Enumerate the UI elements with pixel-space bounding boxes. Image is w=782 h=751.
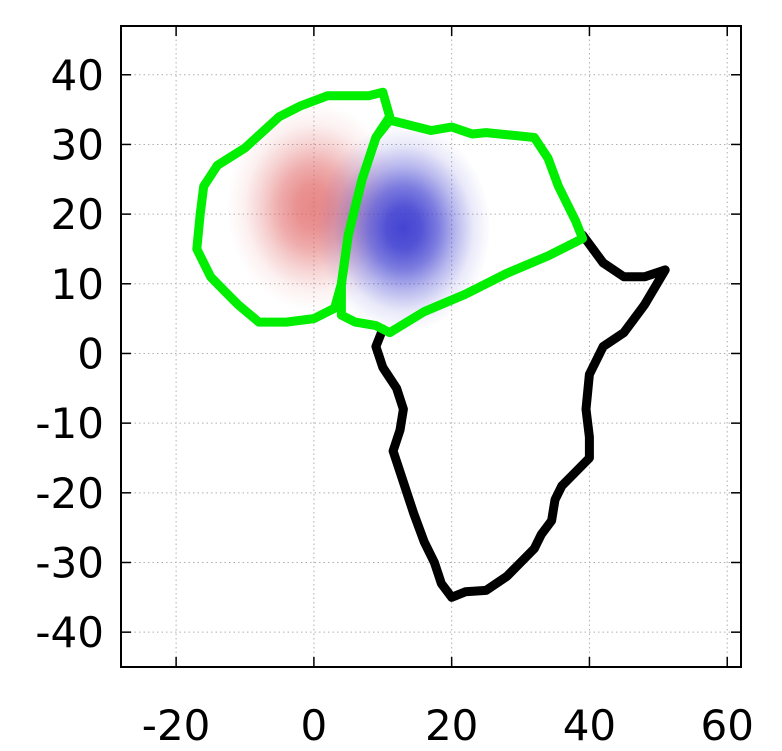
x-tick-label: 0 (301, 701, 328, 750)
plot-background (121, 26, 741, 667)
outlines (371, 230, 670, 602)
y-tick-label: -10 (35, 399, 104, 448)
y-tick-label: -40 (35, 608, 104, 657)
x-tick-label: -20 (142, 701, 211, 750)
plot-frame (120, 25, 742, 668)
x-tick-labels: -20 0 20 40 60 (142, 701, 754, 750)
x-tick-label: 20 (425, 701, 478, 750)
grid (121, 26, 741, 667)
x-tick-label: 40 (563, 701, 616, 750)
ticks (121, 26, 741, 667)
regions (192, 87, 588, 338)
y-tick-label: -30 (35, 538, 104, 587)
region-outline-east (336, 115, 588, 338)
y-tick-labels: 40 30 20 10 0 -10 -20 -30 -40 (35, 51, 104, 657)
y-tick-label: 0 (77, 329, 104, 378)
y-tick-label: 40 (51, 51, 104, 100)
y-tick-label: -20 (35, 469, 104, 518)
x-tick-label: 60 (700, 701, 753, 750)
y-tick-label: 30 (51, 120, 104, 169)
y-tick-label: 20 (51, 190, 104, 239)
y-tick-label: 10 (51, 260, 104, 309)
africa-outline (371, 230, 670, 602)
